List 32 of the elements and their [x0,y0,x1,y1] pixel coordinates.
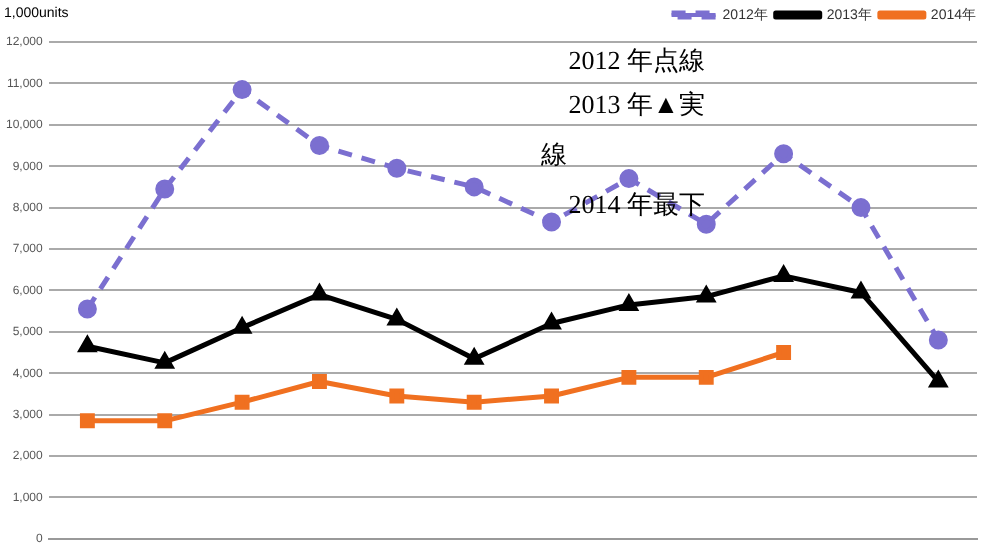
point [929,371,947,388]
annotation: 2014 年最下 [568,188,706,219]
point [621,369,637,385]
point [696,214,716,234]
point [775,266,793,282]
point [389,388,405,404]
annotation: 2013 年▲実 [568,89,705,120]
point [542,212,562,232]
point [774,144,794,164]
point [928,330,948,350]
point [312,374,327,389]
point [157,413,173,429]
point [388,309,406,326]
annotation: 線 [538,139,567,170]
point [309,136,329,155]
point [851,198,871,218]
annotation: 2012 年点線 [568,44,706,75]
point [698,369,714,385]
point [387,158,407,178]
point [852,282,870,299]
point [77,299,97,319]
point [234,394,250,410]
point [466,394,482,410]
point [232,80,252,100]
point [619,169,639,189]
point [78,336,96,353]
point [776,345,792,360]
point [464,177,484,197]
point [544,388,559,404]
point [79,413,95,429]
point [620,295,638,311]
point [155,179,175,199]
